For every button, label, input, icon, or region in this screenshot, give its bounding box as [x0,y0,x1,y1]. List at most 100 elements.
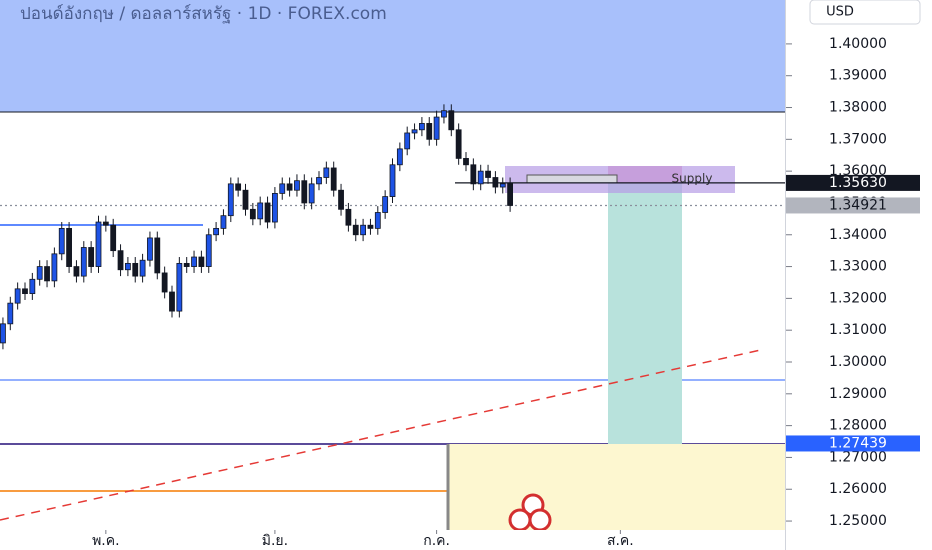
candle-body [492,177,499,188]
x-tick-label: ก.ค. [423,533,450,549]
candle-body [183,262,190,267]
chart-title: ปอนด์อังกฤษ / ดอลลาร์สหรัฐ · 1D · FOREX.… [20,4,387,24]
candle-body [477,170,484,185]
candle-body [352,224,359,236]
candle-body [58,227,65,255]
axis-layer: 1.25000 1.26000 1.27000 1.28000 1.29000 1.300… [92,36,920,549]
candle-body [279,183,286,194]
y-tick-label: 1.31000 [829,322,887,338]
y-tick-label: 1.40000 [829,36,887,52]
candle-body [29,278,36,295]
event-icon [528,508,552,530]
candle-body [455,129,462,159]
candle-body [308,183,315,204]
candles [0,104,514,350]
candle-body [110,224,117,252]
candle-body [169,291,175,312]
price-axis [785,0,932,550]
candle-body [227,183,234,217]
candle-body [95,221,102,267]
candle-body [448,110,455,131]
candle-body [433,116,440,140]
candle-body [286,183,293,191]
y-tick-label: 1.32000 [829,290,887,306]
price-label: 1.35630 [829,175,887,191]
candle-body [396,148,403,166]
candle-body [360,224,366,236]
candle-body [132,262,139,277]
candle-body [419,123,425,131]
candle-body [88,247,95,267]
event-icon [508,508,532,530]
candle-body [485,170,491,178]
price-label: 1.27439 [829,435,887,451]
candle-body [463,158,469,166]
price-label-box [786,435,920,452]
trend-line [0,348,766,521]
candle-body [154,237,161,274]
y-tick-label: 1.30000 [829,354,887,370]
candle-body [411,129,418,134]
candle-body [249,208,256,220]
y-tick-label: 1.38000 [829,100,887,116]
candle-body [161,272,168,293]
candle-body [426,123,433,140]
y-tick-label: 1.39000 [829,68,887,84]
candle-body [7,302,14,325]
target-box [608,166,682,444]
y-tick-label: 1.29000 [829,386,887,402]
candle-body [0,323,6,344]
drawings: Supply [0,0,785,530]
candle-body [271,193,278,223]
candle-body [44,266,50,282]
candle-body [242,189,249,210]
candle-body [338,189,344,210]
candle-body [330,167,337,191]
candle-body [80,247,87,277]
candle-body [139,259,146,277]
y-tick-label: 1.33000 [829,259,887,275]
x-tick-label: มิ.ย. [262,533,288,549]
candle-body [51,253,58,282]
candle-body [470,164,477,185]
price-label: 1.34921 [829,197,887,213]
candle-body [389,164,396,197]
candle-body [441,110,447,118]
candle-body [323,167,330,178]
y-tick-label: 1.25000 [829,513,887,529]
y-tick-label: 1.27000 [829,449,887,465]
y-tick-label: 1.34000 [829,227,887,243]
candle-body [316,177,322,185]
y-tick-label: 1.37000 [829,131,887,147]
time-axis [0,530,785,550]
candle-body [205,234,212,267]
candle-body [382,196,389,213]
zone-top [0,0,785,112]
candle-body [499,183,506,188]
candle-body [191,256,197,267]
zone-bottom [448,444,785,530]
x-tick-label: ส.ค. [607,533,634,549]
candle-body [507,183,514,206]
candle-body [73,266,80,277]
price-label-box [786,197,920,214]
candle-body [257,202,264,220]
candle-body [147,237,153,261]
candle-body [294,180,300,191]
candle-body [213,227,219,236]
candle-body [22,288,28,295]
candle-body [220,215,227,229]
y-tick-label: 1.26000 [829,481,887,497]
candle-body [264,202,271,223]
candle-body [14,288,21,304]
candle-body [301,180,308,204]
candle-body [345,208,352,226]
candle-body [66,227,72,267]
x-tick-label: พ.ค. [92,533,120,549]
candle-body [404,132,411,150]
candle-body [117,250,124,271]
currency: USD [826,5,854,20]
candle-body [124,262,131,271]
